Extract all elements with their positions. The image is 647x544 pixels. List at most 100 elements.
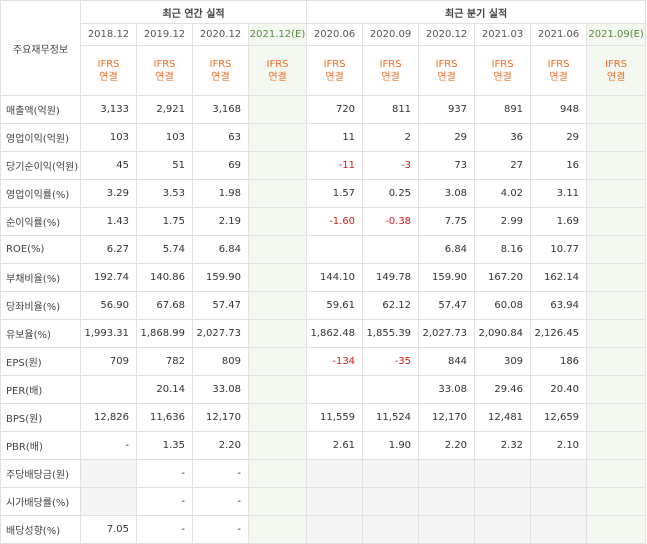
value-cell (247, 123, 308, 152)
period-header: 2019.12 (136, 23, 193, 46)
value-cell (586, 319, 647, 348)
value-cell: 4.02 (474, 179, 532, 208)
value-cell: 8.16 (474, 235, 532, 264)
value-cell (247, 515, 308, 544)
value-cell: 67.68 (136, 291, 193, 320)
value-cell: 2,027.73 (418, 319, 476, 348)
standard-label: IFRS 연결 (80, 45, 137, 96)
value-cell: 2.99 (474, 207, 532, 236)
value-cell (586, 515, 647, 544)
value-cell: 6.27 (80, 235, 137, 264)
value-cell: - (192, 487, 249, 516)
value-cell (80, 459, 137, 488)
table-row: 당기순이익(억원) 45 51 69 -11 -3 73 27 16 (0, 151, 647, 180)
value-cell: 12,826 (80, 403, 137, 432)
row-label: BPS(원) (0, 403, 81, 432)
table-row: 부채비율(%) 192.74 140.86 159.90 144.10 149.78 159… (0, 263, 647, 292)
value-cell: 16 (530, 151, 588, 180)
standard-label: IFRS 연결 (306, 45, 364, 96)
period-header: 2021.03 (474, 23, 532, 46)
value-cell: 36 (474, 123, 532, 152)
value-cell: 7.05 (80, 515, 137, 544)
row-label: 당기순이익(억원) (0, 151, 81, 180)
value-cell: 937 (418, 95, 476, 124)
table-row: 당좌비율(%) 56.90 67.68 57.47 59.61 62.12 57.47 60.… (0, 291, 647, 320)
value-cell (474, 487, 532, 516)
row-label: 당좌비율(%) (0, 291, 81, 320)
annual-title: 최근 연간 실적 (79, 0, 308, 24)
value-cell: 5.74 (136, 235, 193, 264)
value-cell (530, 487, 588, 516)
value-cell: -11 (306, 151, 364, 180)
row-label: 매출액(억원) (0, 95, 81, 124)
value-cell: 57.47 (192, 291, 249, 320)
value-cell: 2,090.84 (474, 319, 532, 348)
value-cell (362, 235, 420, 264)
value-cell: 2.61 (306, 431, 364, 460)
value-cell: 192.74 (80, 263, 137, 292)
value-cell (80, 375, 137, 404)
value-cell: 1.75 (136, 207, 193, 236)
value-cell (306, 487, 364, 516)
value-cell: 59.61 (306, 291, 364, 320)
value-cell (530, 459, 588, 488)
value-cell: 1,855.39 (362, 319, 420, 348)
row-label: ROE(%) (0, 235, 81, 264)
value-cell (247, 403, 308, 432)
table-row: 시가배당률(%) - - (0, 487, 647, 516)
value-cell (362, 515, 420, 544)
value-cell (247, 347, 308, 376)
period-header: 2021.09(E) (586, 23, 647, 46)
value-cell: 63.94 (530, 291, 588, 320)
table-row: PER(배) 20.14 33.08 33.08 29.46 20.40 (0, 375, 647, 404)
value-cell: 2,027.73 (192, 319, 249, 348)
table-row: 배당성향(%) 7.05- - (0, 515, 647, 544)
value-cell (247, 95, 308, 124)
value-cell: 3.08 (418, 179, 476, 208)
value-cell: 891 (474, 95, 532, 124)
value-cell: 73 (418, 151, 476, 180)
value-cell: 33.08 (192, 375, 249, 404)
value-cell: 140.86 (136, 263, 193, 292)
value-cell: 1.43 (80, 207, 137, 236)
value-cell: 144.10 (306, 263, 364, 292)
standard-label: IFRS 연결 (362, 45, 420, 96)
value-cell: 309 (474, 347, 532, 376)
value-cell: 2.19 (192, 207, 249, 236)
value-cell (247, 319, 308, 348)
value-cell: 103 (136, 123, 193, 152)
row-label: 영업이익(억원) (0, 123, 81, 152)
row-label: 부채비율(%) (0, 263, 81, 292)
value-cell: 10.77 (530, 235, 588, 264)
value-cell (306, 235, 364, 264)
value-cell: 149.78 (362, 263, 420, 292)
value-cell (586, 235, 647, 264)
value-cell: 12,481 (474, 403, 532, 432)
value-cell (247, 151, 308, 180)
value-cell: - (80, 431, 137, 460)
table-row: 영업이익(억원) 103 103 63 11 2 29 36 29 (0, 123, 647, 152)
value-cell: 1,862.48 (306, 319, 364, 348)
value-cell: 3,133 (80, 95, 137, 124)
value-cell: 2.32 (474, 431, 532, 460)
value-cell: 6.84 (192, 235, 249, 264)
value-cell: 51 (136, 151, 193, 180)
value-cell: 159.90 (192, 263, 249, 292)
row-label: EPS(원) (0, 347, 81, 376)
value-cell: 11,636 (136, 403, 193, 432)
value-cell: - (192, 515, 249, 544)
value-cell (306, 375, 364, 404)
value-cell (362, 487, 420, 516)
row-label: 주당배당금(원) (0, 459, 81, 488)
value-cell: 3.29 (80, 179, 137, 208)
value-cell: - (192, 459, 249, 488)
value-cell: -1.60 (306, 207, 364, 236)
row-label: 영업이익률(%) (0, 179, 81, 208)
value-cell: 1.98 (192, 179, 249, 208)
value-cell (306, 515, 364, 544)
row-label: 순이익률(%) (0, 207, 81, 236)
value-cell (247, 179, 308, 208)
value-cell: 2.20 (192, 431, 249, 460)
period-header: 2021.06 (530, 23, 588, 46)
